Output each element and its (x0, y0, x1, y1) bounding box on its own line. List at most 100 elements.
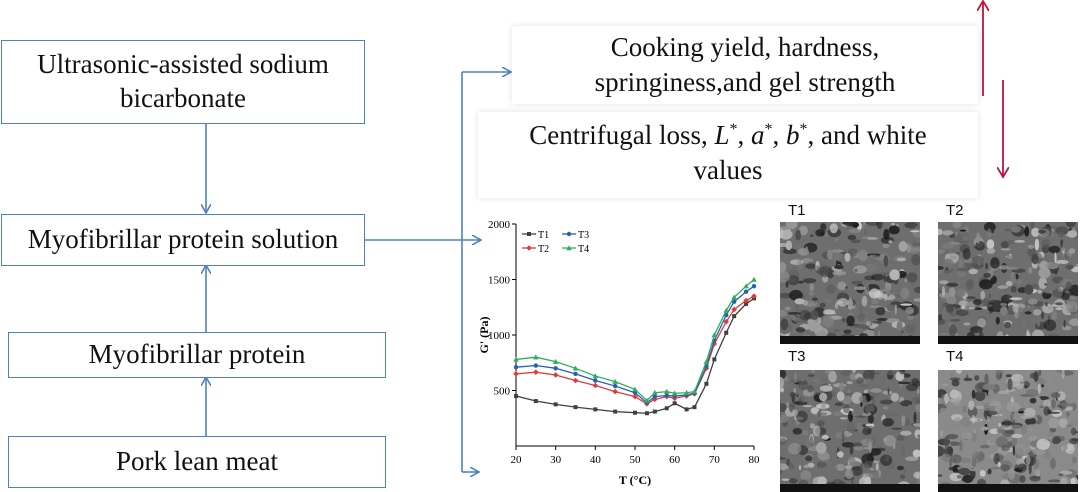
point-t2 (552, 372, 559, 378)
sem-scalebar-t3 (780, 484, 920, 492)
point-t4 (632, 386, 638, 392)
point-t4 (663, 388, 670, 394)
point-t3 (612, 383, 618, 389)
point-t4 (592, 373, 599, 379)
point-t3 (513, 364, 519, 370)
b-star-symbol: b (786, 120, 800, 150)
myofibrillar-solution-box: Myofibrillar protein solution (1, 214, 365, 266)
point-t4 (731, 294, 737, 300)
point-t2 (711, 341, 718, 347)
point-t1 (672, 401, 677, 406)
point-t4 (703, 358, 710, 364)
point-t1 (633, 410, 637, 415)
point-t3 (743, 289, 749, 294)
legend-marker-t3 (566, 231, 572, 237)
point-t1 (744, 301, 749, 306)
series-line-t4 (515, 279, 755, 402)
point-t4 (751, 276, 757, 282)
sem-panel-t1: T1 (780, 196, 920, 344)
sem-image-t1 (780, 222, 920, 344)
sem-label-t3: T3 (788, 348, 806, 365)
sem-panel-t4: T4 (938, 344, 1078, 492)
point-t4 (671, 390, 678, 396)
x-tick-label: 80 (749, 454, 761, 466)
L-star-symbol: L (714, 120, 730, 150)
sem-scalebar-t1 (780, 336, 920, 344)
point-t4 (533, 354, 539, 360)
sem-label-t4: T4 (946, 348, 964, 365)
ultrasonic-text: Ultrasonic-assisted sodium bicarbonate (37, 49, 329, 113)
results-panel-texture: Cooking yield, hardness, springiness,and… (512, 26, 978, 104)
point-t3 (751, 283, 757, 289)
point-t1 (573, 405, 578, 410)
point-t1 (652, 409, 657, 414)
indicator-arrows (983, 2, 1003, 176)
legend-marker-t2 (526, 245, 532, 251)
chart-axes: 20 30 40 50 60 70 80 500 1000 1500 2000 T (°C) G' (P… (478, 219, 760, 487)
legend-marker-t1 (527, 232, 531, 236)
series-line-t3 (515, 285, 755, 404)
point-t1 (613, 409, 618, 414)
point-t4 (612, 378, 618, 384)
texture-line-1: Cooking yield, hardness, (610, 32, 880, 62)
point-t4 (723, 307, 730, 313)
pork-lean-meat-box: Pork lean meat (8, 436, 386, 488)
point-t4 (572, 365, 579, 371)
point-t4 (743, 283, 749, 289)
point-t2 (533, 369, 539, 375)
point-t1 (514, 394, 518, 399)
results-panel-color: Centrifugal loss, L*, a*, b*, and white … (478, 112, 978, 198)
point-t2 (723, 318, 730, 325)
point-t1 (724, 330, 729, 335)
point-t4 (644, 397, 650, 403)
legend-label-t2: T2 (538, 244, 549, 255)
ultrasonic-box: Ultrasonic-assisted sodium bicarbonate (1, 40, 365, 124)
color-line-1: Centrifugal loss, L*, a*, b*, and white (529, 120, 927, 150)
rheology-chart: 20 30 40 50 60 70 80 500 1000 1500 2000 T (°C) G' (P… (478, 219, 760, 487)
point-t3 (652, 394, 658, 399)
pork-lean-meat-text: Pork lean meat (116, 446, 278, 477)
point-t3 (573, 371, 578, 377)
point-t4 (652, 389, 658, 395)
x-tick-label: 30 (550, 454, 562, 466)
point-t1 (593, 407, 598, 412)
point-t1 (553, 402, 558, 407)
legend-label-t3: T3 (578, 230, 589, 241)
point-t1 (692, 405, 697, 410)
point-t2 (703, 365, 710, 372)
legend-label-t1: T1 (538, 230, 549, 241)
y-axis-label: G' (Pa) (478, 317, 491, 354)
point-t1 (712, 357, 717, 362)
point-t3 (632, 390, 638, 395)
legend-label-t4: T4 (578, 244, 589, 255)
point-t1 (684, 407, 689, 412)
chart-series (513, 276, 757, 416)
sem-scalebar-t2 (938, 336, 1078, 344)
a-star-symbol: a (751, 120, 765, 150)
point-t2 (592, 382, 599, 389)
myofibrillar-protein-text: Myofibrillar protein (88, 339, 306, 370)
y-tick-label: 500 (494, 386, 511, 398)
point-t4 (711, 332, 718, 338)
point-t2 (612, 388, 618, 395)
color-line-2: values (693, 154, 763, 185)
sem-image-t2 (938, 222, 1078, 344)
point-t3 (731, 299, 737, 304)
point-t2 (572, 377, 579, 384)
sem-scalebar-t4 (938, 484, 1078, 492)
x-tick-label: 60 (669, 454, 681, 466)
sem-image-t4 (938, 370, 1078, 492)
point-t1 (644, 411, 649, 416)
sem-label-t1: T1 (788, 202, 806, 219)
myofibrillar-protein-box: Myofibrillar protein (8, 332, 386, 378)
y-tick-label: 1500 (488, 275, 511, 287)
x-tick-label: 40 (590, 454, 602, 466)
texture-line-2: springiness,and gel strength (594, 66, 896, 97)
point-t4 (691, 388, 698, 394)
y-tick-label: 2000 (488, 219, 511, 231)
sem-panel-t2: T2 (938, 196, 1078, 344)
point-t3 (533, 363, 539, 368)
y-tick-label: 1000 (488, 330, 511, 342)
point-t4 (513, 356, 519, 362)
